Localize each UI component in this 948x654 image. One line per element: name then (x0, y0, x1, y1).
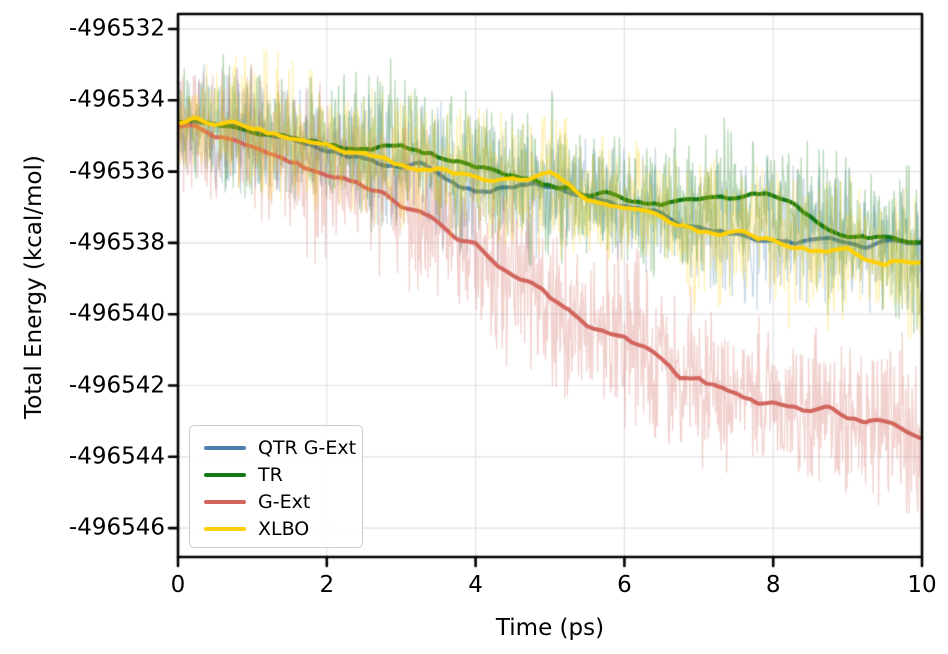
y-tick-label: -496542 (68, 372, 165, 398)
y-tick-label: -496538 (68, 229, 165, 256)
y-tick-label: -496532 (68, 15, 165, 42)
y-tick-label: -496534 (68, 86, 165, 113)
x-tick-label: 8 (765, 572, 781, 598)
y-tick-label: -496536 (68, 158, 165, 185)
legend-swatch-xlbo (204, 527, 246, 531)
legend-swatch-tr (204, 473, 246, 477)
legend-swatch-g-ext (204, 500, 246, 504)
legend-item-qtr-g-ext: QTR G-Ext (204, 435, 362, 461)
legend-item-g-ext: G-Ext (204, 489, 362, 515)
y-tick-label: -496544 (68, 443, 165, 470)
legend-label-tr: TR (258, 464, 283, 486)
legend-label-qtr-g-ext: QTR G-Ext (258, 437, 357, 459)
x-tick-label: 6 (617, 572, 632, 598)
y-tick-label: -496546 (68, 514, 165, 541)
y-tick-label: -496540 (68, 300, 165, 327)
legend-item-tr: TR (204, 462, 362, 488)
x-tick-label: 4 (468, 572, 483, 598)
x-tick-label: 0 (170, 572, 186, 598)
legend-swatch-qtr-g-ext (204, 446, 246, 450)
legend: QTR G-Ext TR G-Ext XLBO (189, 425, 363, 548)
x-tick-label: 10 (907, 572, 937, 598)
y-axis-title: Total Energy (kcal/mol) (21, 155, 47, 419)
legend-item-xlbo: XLBO (204, 516, 362, 542)
legend-label-xlbo: XLBO (258, 518, 310, 540)
x-tick-label: 2 (319, 572, 335, 598)
legend-label-g-ext: G-Ext (258, 491, 311, 513)
x-axis-title: Time (ps) (495, 615, 605, 641)
